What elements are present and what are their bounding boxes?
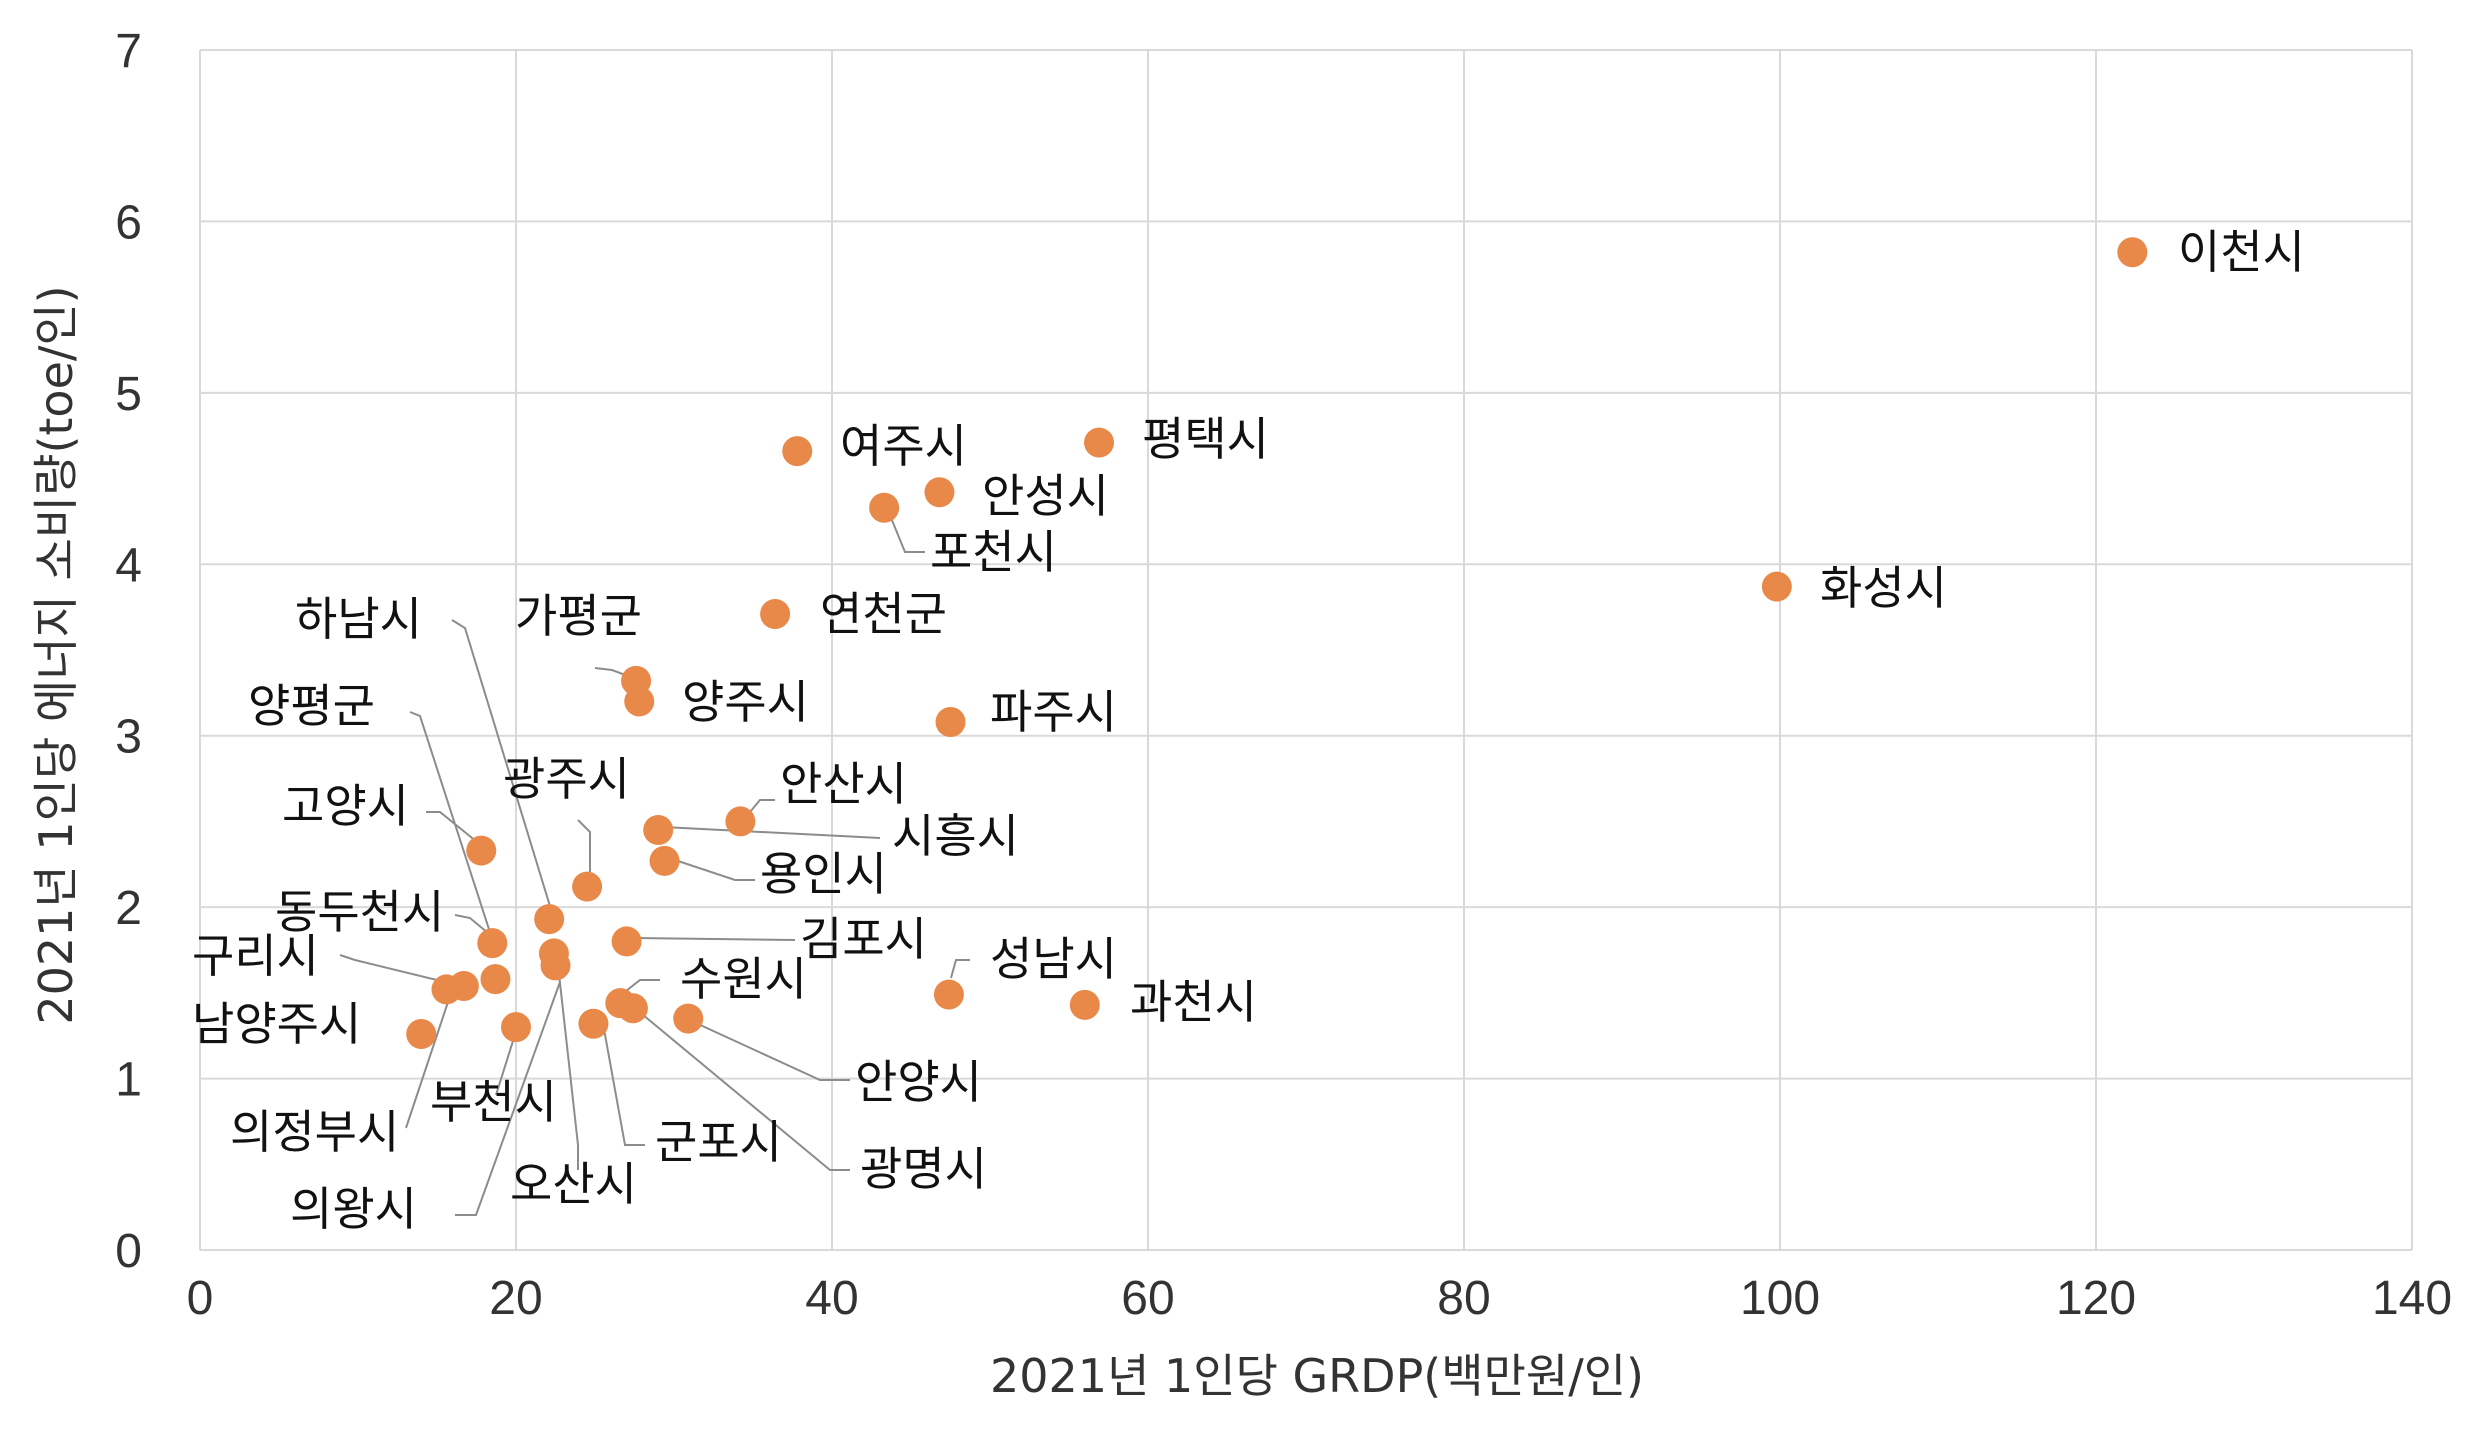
point-label: 가평군 [515,589,642,643]
point-label: 여주시 [840,419,967,473]
data-point [760,599,791,629]
data-point [869,492,900,523]
point-label: 이천시 [2178,225,2305,279]
x-axis-title: 2021년 1인당 GRDP(백만원/인) [990,1349,1644,1403]
leader-line [624,999,850,1171]
data-point [477,928,508,959]
x-tick-label: 0 [187,1272,214,1325]
leader-line [662,826,881,839]
data-point [578,1008,609,1039]
data-point [2117,237,2148,268]
leader-line [426,811,483,847]
data-point [501,1012,531,1043]
y-axis-title: 2021년 1인당 에너지 소비량(toe/인) [29,285,83,1024]
point-label: 양평군 [248,679,375,733]
x-tick-label: 60 [1121,1272,1174,1325]
data-point [935,707,966,737]
x-tick-label: 100 [1740,1272,1820,1325]
point-label: 부천시 [430,1075,557,1129]
x-tick-label: 80 [1437,1272,1490,1325]
data-point [924,477,955,508]
data-point [673,1003,704,1034]
point-label: 남양주시 [192,997,361,1051]
point-label: 동두천시 [275,885,444,939]
point-label: 수원시 [680,952,807,1006]
point-label: 의정부시 [230,1105,399,1159]
data-point [572,871,603,902]
data-point [406,1019,437,1049]
leader-line [557,964,579,1170]
point-label: 용인시 [760,847,887,901]
point-label: 연천군 [820,587,947,641]
y-tick-label: 3 [115,711,142,764]
point-label: 양주시 [682,675,809,729]
data-point [1084,427,1115,458]
point-label: 광명시 [860,1142,987,1196]
leader-line [451,619,554,917]
data-point [1069,989,1100,1020]
point-label: 성남시 [990,932,1117,986]
point-label: 파주시 [990,685,1117,739]
point-label: 안성시 [982,469,1109,523]
leader-line [409,711,498,955]
point-label: 하남시 [295,592,422,646]
data-point [624,686,655,717]
data-point [649,845,680,876]
leader-line [668,857,755,881]
point-label: 안양시 [855,1055,982,1109]
point-label: 화성시 [1820,561,1947,615]
leader-line [577,819,591,880]
leader-line [339,954,446,983]
gridlines [199,49,2413,1251]
point-label: 안산시 [780,757,907,811]
point-label: 평택시 [1142,412,1269,466]
leader-line [886,507,925,553]
x-tick-label: 140 [2372,1272,2452,1325]
data-point [725,806,756,837]
y-tick-label: 4 [115,539,142,592]
y-tick-label: 1 [115,1054,142,1107]
leader-line [601,1017,645,1146]
point-label: 오산시 [510,1157,637,1211]
point-label: 군포시 [655,1115,782,1169]
leader-line [950,959,970,979]
data-point [617,993,648,1024]
y-tick-label: 2 [115,882,142,935]
data-point [643,815,674,845]
data-point [611,926,642,957]
point-label: 의왕시 [290,1182,417,1236]
data-points [406,237,2148,1049]
x-tick-label: 20 [489,1272,542,1325]
y-tick-label: 7 [115,25,142,78]
x-tick-label: 40 [805,1272,858,1325]
point-label: 포천시 [930,525,1057,579]
point-label: 구리시 [192,929,319,983]
data-point [534,904,565,935]
data-point [782,436,813,467]
point-label: 광주시 [503,752,630,806]
data-point [1761,571,1792,602]
leader-line [629,937,796,941]
data-point [448,971,479,1001]
data-point [466,835,497,866]
data-point [933,979,964,1010]
point-label: 과천시 [1130,975,1257,1029]
data-point [480,964,511,995]
point-label: 시흥시 [892,809,1019,863]
y-tick-label: 6 [115,196,142,249]
point-label: 김포시 [800,912,927,966]
y-tick-label: 0 [115,1225,142,1278]
data-point [540,950,571,981]
leader-line [684,1017,850,1081]
leader-line [455,981,561,1216]
point-label: 고양시 [282,779,409,833]
x-tick-label: 120 [2056,1272,2136,1325]
y-tick-label: 5 [115,368,142,421]
tick-labels: 0 20 40 60 80 100 120 140 0 1 2 3 4 5 6 7 [115,25,2452,1325]
